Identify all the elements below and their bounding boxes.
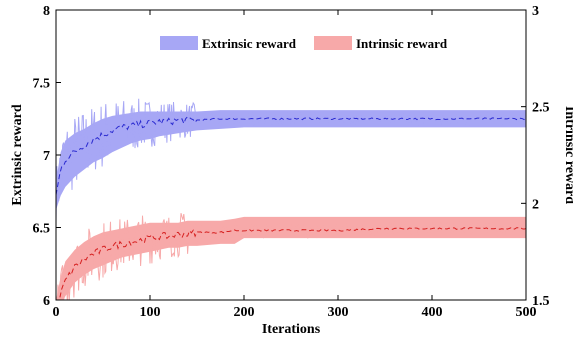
tick-layer: 0 100 200 300 400 500 6 6.5 7 7.5 8 1.5 2 2.5 3	[33, 4, 550, 320]
legend-label-extrinsic: Extrinsic reward	[202, 36, 297, 51]
x-tick-label: 400	[422, 305, 443, 320]
x-axis-label: Iterations	[262, 322, 321, 337]
y-left-tick-label: 6	[43, 294, 50, 309]
legend: Extrinsic reward Intrinsic reward	[160, 36, 448, 51]
x-tick-label: 200	[234, 305, 255, 320]
y-left-tick-label: 7.5	[33, 77, 51, 92]
y-left-tick-label: 7	[43, 149, 50, 164]
legend-label-intrinsic: Intrinsic reward	[356, 36, 448, 51]
plot-area	[56, 98, 526, 300]
extrinsic-noise	[56, 98, 526, 222]
y-right-tick-label: 3	[532, 4, 539, 19]
legend-swatch-extrinsic	[160, 36, 198, 50]
y-right-tick-label: 2	[532, 197, 539, 212]
y-axis-left-label: Extrinsic reward	[10, 104, 25, 205]
y-right-tick-label: 2.5	[532, 101, 550, 116]
y-left-tick-label: 8	[43, 4, 50, 19]
series-layer	[56, 98, 526, 300]
y-left-tick-label: 6.5	[33, 222, 51, 237]
intrinsic-band	[56, 216, 526, 300]
intrinsic-noise	[56, 212, 526, 300]
x-tick-label: 300	[328, 305, 349, 320]
x-tick-label: 500	[516, 305, 537, 320]
x-tick-label: 0	[53, 305, 60, 320]
intrinsic-mean-line	[57, 227, 526, 300]
y-axis-right-label: Intrinsic reward	[562, 106, 573, 204]
legend-swatch-intrinsic	[314, 36, 352, 50]
y-right-tick-label: 1.5	[532, 294, 550, 309]
x-tick-label: 100	[140, 305, 161, 320]
extrinsic-mean-line	[56, 116, 526, 195]
